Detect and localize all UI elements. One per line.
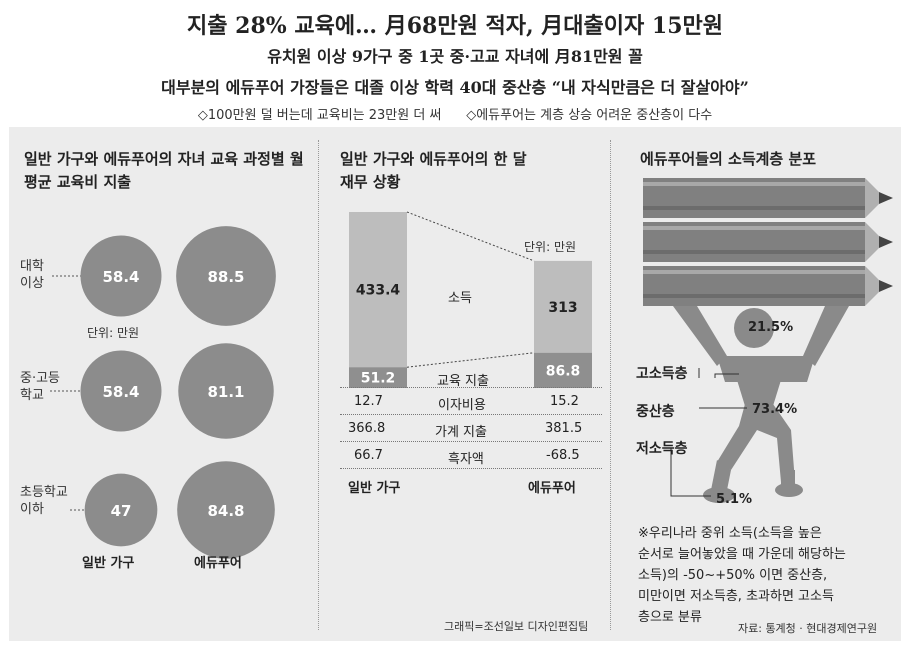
table-cell: 366.8 (348, 421, 386, 436)
footnote-line: 순서로 늘어놓았을 때 가운데 해당하는 (638, 547, 846, 562)
chart1-category-line: 이하 (20, 502, 44, 517)
bar-income (349, 212, 407, 368)
footnote-line: 소득)의 -50~+50% 이면 중산층, (638, 568, 828, 583)
chart1-category-label: 중·고등 학교 (20, 370, 60, 404)
pencil-icon (643, 222, 893, 262)
chart2-col-edupoor: 에듀푸어 (528, 481, 576, 496)
footnote-line: 미만이면 저소득층, 초과하면 고소득 (638, 589, 834, 604)
summary-line: ◇100만원 덜 버는데 교육비는 23만원 더 써 ◇에듀푸어는 계층 상승 … (197, 108, 713, 123)
chart2-svg: 433.4 51.2 313 86.8 (349, 211, 592, 388)
chart2-series-education: 교육 지출 (437, 374, 489, 389)
chart1-bubbles: 58.4 88.5 58.4 81.1 47 84.8 (50, 226, 276, 559)
credit: 그래픽=조선일보 디자인편집팀 (444, 620, 589, 633)
chart3-illustration (643, 178, 893, 503)
chart1-category-line: 대학 (20, 259, 44, 274)
chart1-title: 일반 가구와 에듀푸어의 자녀 교육 과정별 월평균 교육비 지출 (24, 150, 304, 191)
chart1-category-line: 학교 (20, 388, 44, 403)
bar-income-value: 313 (548, 300, 577, 316)
bar-education (349, 367, 407, 388)
person-figure-icon (673, 306, 849, 503)
chart3-value-middle: 73.4% (752, 402, 798, 417)
bar-connector (406, 211, 535, 262)
source: 자료: 통계청 · 현대경제연구원 (738, 622, 878, 635)
bar-income (534, 260, 592, 353)
chart2-title: 일반 가구와 에듀푸어의 한 달 재무 상황 (340, 148, 600, 194)
table-cell: -68.5 (546, 448, 580, 463)
bar-connector (406, 352, 535, 368)
bar-income-value: 433.4 (356, 283, 401, 299)
subheadline-1: 유치원 이상 9가구 중 1곳 중·고교 자녀에 月81만원 꼴 (267, 47, 643, 66)
bar-education-value: 51.2 (361, 371, 396, 387)
chart1-legend-general: 일반 가구 (82, 556, 135, 571)
chart3-label-low: 저소득층 (636, 441, 688, 457)
table-cell: 15.2 (550, 394, 579, 409)
table-row: 366.8 가계 지출 381.5 (340, 414, 602, 441)
table-cell: 66.7 (354, 448, 383, 463)
chart2-unit: 단위: 만원 (524, 240, 577, 254)
chart2-table: 12.7 이자비용 15.2 366.8 가계 지출 381.5 66.7 흑자… (340, 387, 602, 469)
chart2-col-general: 일반 가구 (348, 481, 401, 496)
bubble-mark (177, 461, 275, 559)
chart3-leaders (670, 368, 747, 497)
chart2-series-income: 소득 (448, 291, 472, 306)
bubble-value-label: 47 (111, 502, 132, 520)
bubble-mark (84, 473, 158, 547)
bubble-mark (80, 235, 162, 317)
table-row: 12.7 이자비용 15.2 (340, 387, 602, 414)
bubble-value-label: 58.4 (102, 268, 139, 286)
subheadline-2: 대부분의 에듀푸어 가장들은 대졸 이상 학력 40대 중산층 “내 자식만큼은… (161, 78, 749, 97)
pencil-icon (643, 266, 893, 306)
table-row-label: 흑자액 (448, 452, 484, 467)
chart1-category-label: 초등학교 이하 (20, 484, 68, 518)
headline: 지출 28% 교육에… 月68만원 적자, 月대출이자 15만원 (187, 13, 723, 39)
footnote-line: ※우리나라 중위 소득(소득을 높은 (638, 526, 822, 541)
chart2-title-text: 일반 가구와 에듀푸어의 한 달 재무 상황 (340, 150, 527, 191)
table-cell: 381.5 (545, 421, 583, 436)
table-cell: 12.7 (354, 394, 383, 409)
chart1-category-line: 중·고등 (20, 371, 61, 386)
footnote: ※우리나라 중위 소득(소득을 높은 순서로 늘어놓았을 때 가운데 해당하는 … (638, 523, 900, 628)
bubble-value-label: 84.8 (207, 502, 244, 520)
chart3-label-middle: 중산층 (636, 404, 675, 420)
panel-divider-2 (610, 140, 611, 630)
bubble-value-label: 81.1 (207, 383, 244, 401)
table-row: 66.7 흑자액 -68.5 (340, 441, 602, 469)
chart3-title: 에듀푸어들의 소득계층 분포 (640, 150, 817, 168)
bubble-value-label: 88.5 (207, 268, 244, 286)
chart1-legend-edupoor: 에듀푸어 (194, 556, 242, 571)
chart1-category-label: 대학 이상 (20, 258, 44, 292)
bar-education-value: 86.8 (546, 363, 581, 379)
table-row-label: 가계 지출 (435, 425, 487, 440)
bubble-mark (178, 343, 274, 439)
chart1-unit: 단위: 만원 (87, 326, 140, 340)
bar-education (534, 352, 592, 388)
chart1-category-line: 이상 (20, 276, 44, 291)
bubble-mark (80, 350, 162, 432)
panel-divider-1 (318, 140, 319, 630)
bubble-value-label: 58.4 (102, 383, 139, 401)
table-row-label: 이자비용 (438, 398, 486, 413)
chart3-label-high: 고소득층 (636, 366, 688, 382)
chart1-category-line: 초등학교 (20, 485, 68, 500)
chart3-value-low: 5.1% (716, 492, 753, 507)
bubble-mark (176, 226, 276, 326)
pencil-icon (643, 178, 893, 218)
chart3-value-high: 21.5% (748, 320, 794, 335)
footnote-line: 층으로 분류 (638, 610, 702, 625)
